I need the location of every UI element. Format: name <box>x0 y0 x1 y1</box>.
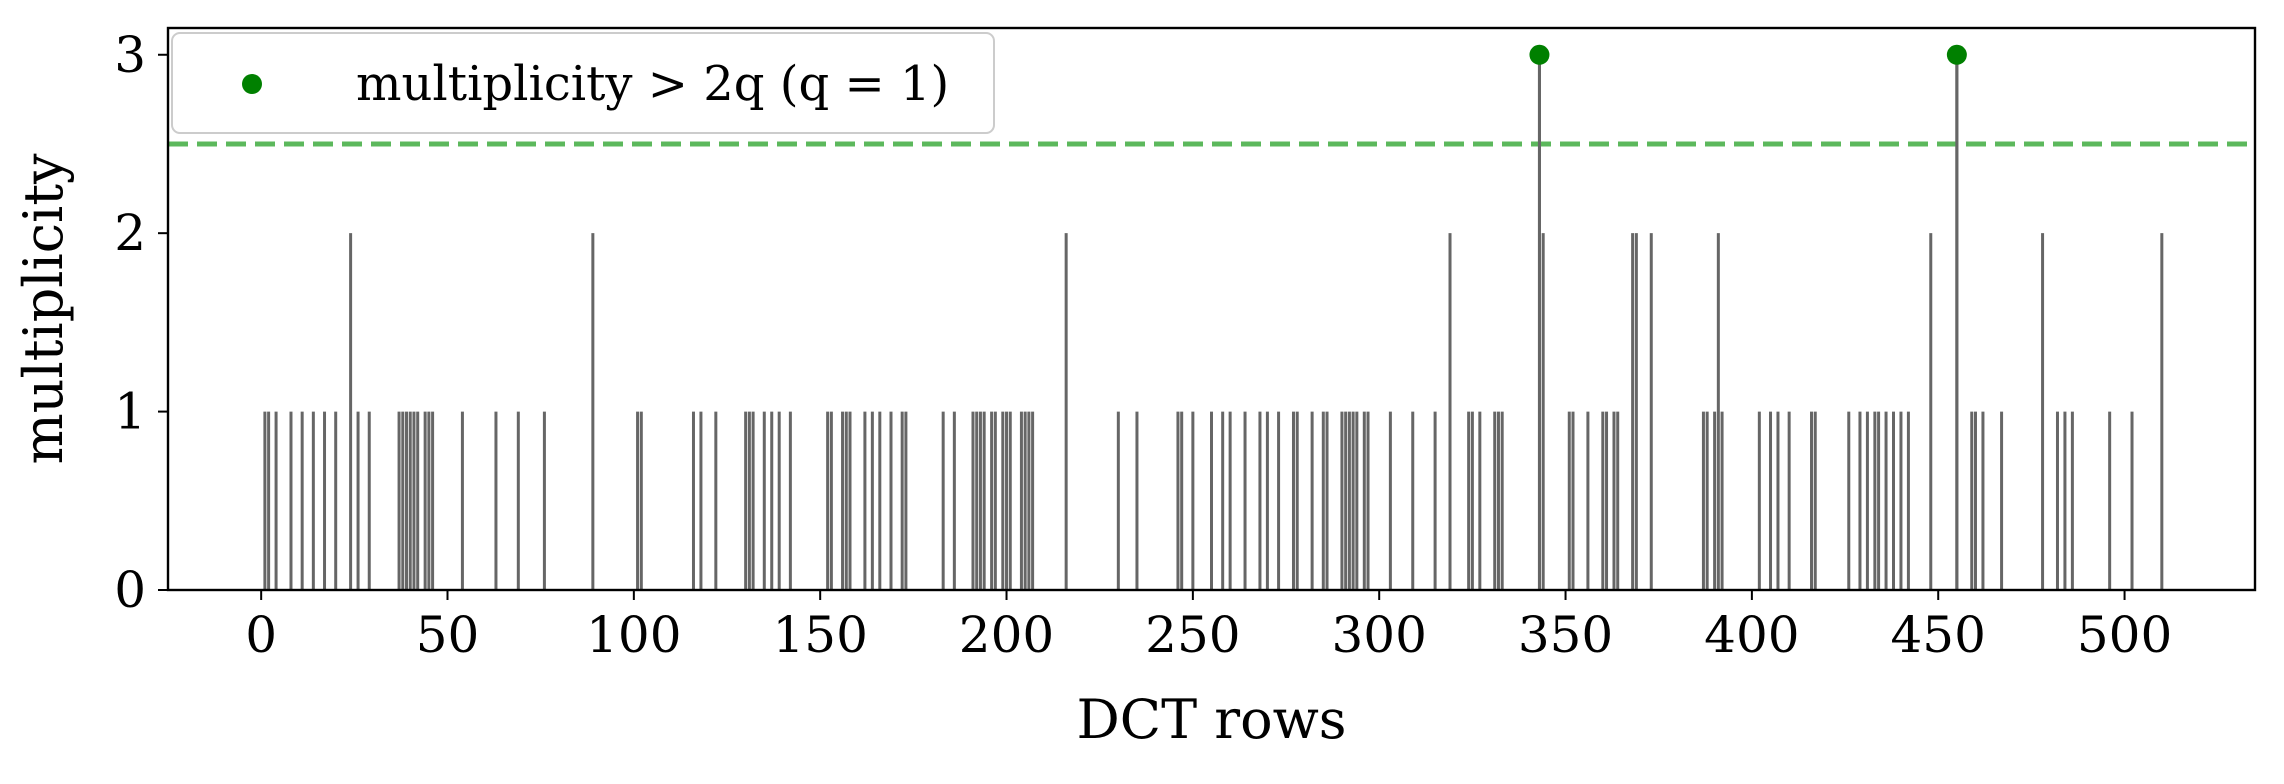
x-tick-label: 450 <box>1891 606 1986 664</box>
y-axis-label: multiplicity <box>12 153 75 465</box>
bars-group <box>263 54 2164 590</box>
y-tick-label: 2 <box>114 204 146 262</box>
x-tick-label: 100 <box>586 606 681 664</box>
y-tick-label: 1 <box>114 383 146 441</box>
y-ticks-group: 0 1 2 3 <box>114 26 168 619</box>
y-tick-label: 0 <box>114 561 146 619</box>
x-tick-label: 50 <box>416 606 480 664</box>
legend-marker-dot <box>242 74 262 94</box>
x-tick-label: 500 <box>2077 606 2172 664</box>
x-tick-label: 200 <box>959 606 1054 664</box>
legend-box <box>171 32 995 134</box>
plot-frame <box>166 26 2257 592</box>
x-tick-label: 400 <box>1704 606 1799 664</box>
x-tick-label: 300 <box>1331 606 1426 664</box>
y-tick-label: 3 <box>114 26 146 84</box>
highlight-point <box>1529 44 1550 65</box>
x-ticks-group: 0 50 100 150 200 250 300 350 400 450 500 <box>245 590 2172 664</box>
highlight-stems-group <box>1537 54 1959 590</box>
x-axis-label: DCT rows <box>1076 688 1346 751</box>
x-tick-label: 350 <box>1518 606 1613 664</box>
x-tick-label: 0 <box>245 606 277 664</box>
highlight-points-group <box>1529 44 1967 65</box>
legend-label: multiplicity > 2q (q = 1) <box>356 56 949 112</box>
highlight-point <box>1946 44 1967 65</box>
x-tick-label: 150 <box>772 606 867 664</box>
legend: multiplicity > 2q (q = 1) <box>171 32 995 134</box>
x-tick-label: 250 <box>1145 606 1240 664</box>
